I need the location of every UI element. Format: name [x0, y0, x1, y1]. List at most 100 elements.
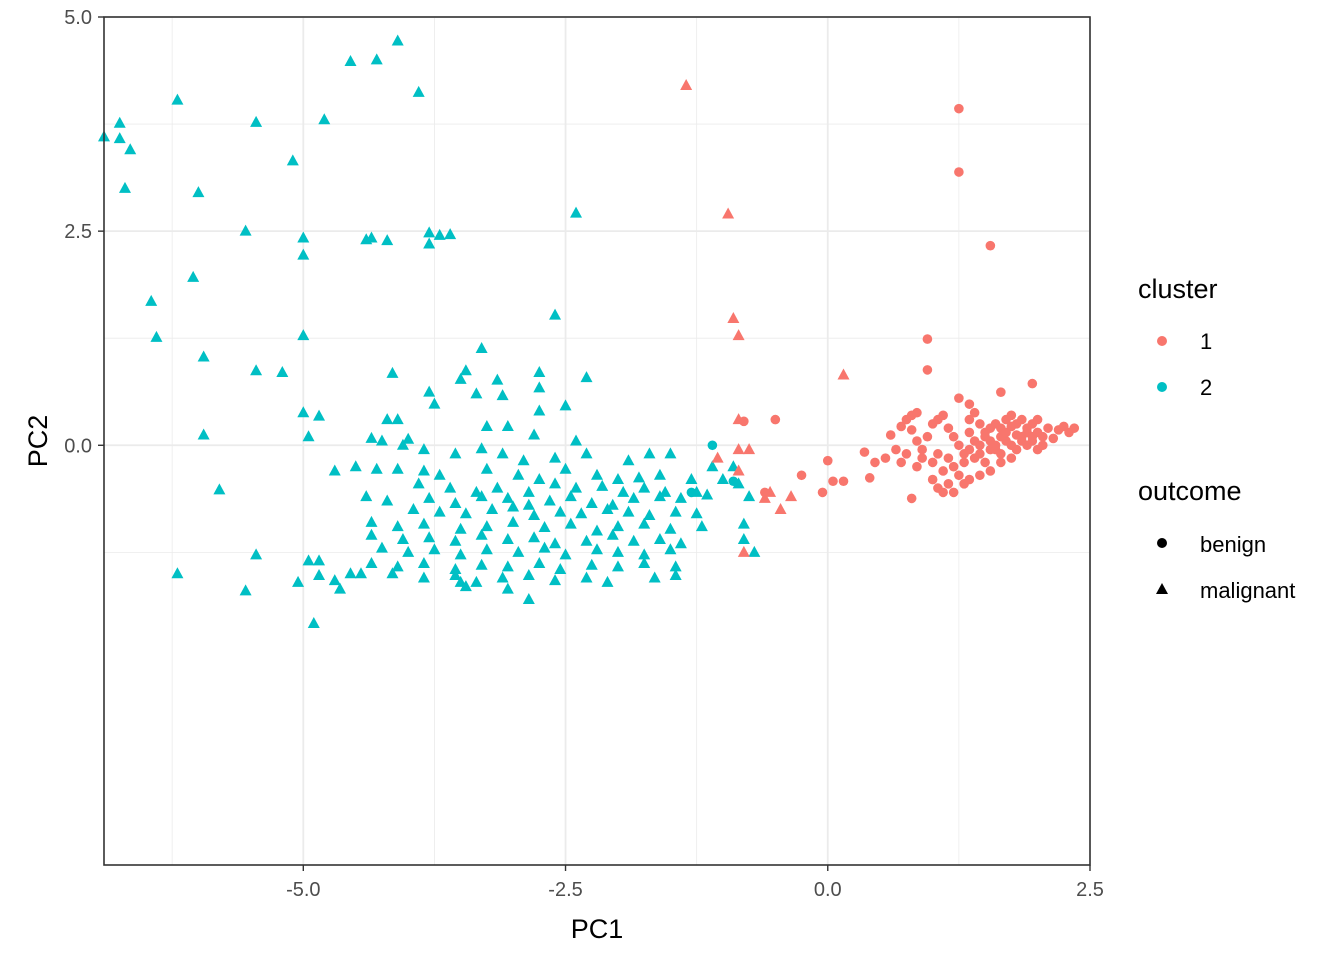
point-cluster-2-benign — [707, 440, 718, 451]
point-cluster-2-malignant — [391, 413, 404, 425]
point-cluster-2-malignant — [475, 528, 488, 540]
point-cluster-1-benign — [927, 457, 938, 468]
point-cluster-2-malignant — [706, 460, 719, 472]
point-cluster-1-benign — [996, 387, 1006, 397]
point-cluster-2-malignant — [365, 515, 378, 527]
point-cluster-2-malignant — [391, 560, 404, 572]
x-tick-label: -2.5 — [548, 879, 582, 901]
x-tick-label: -5.0 — [286, 879, 320, 901]
legend-cluster-1-label: 1 — [1200, 329, 1212, 354]
point-cluster-2-malignant — [554, 562, 567, 574]
point-cluster-2-malignant — [664, 447, 677, 459]
point-cluster-1-benign — [880, 453, 891, 463]
point-cluster-1-benign — [948, 461, 959, 472]
point-cluster-2-malignant — [433, 468, 446, 480]
point-cluster-2-malignant — [643, 509, 656, 521]
point-cluster-2-malignant — [276, 365, 289, 377]
legend-cluster-2-label: 2 — [1200, 375, 1212, 400]
point-cluster-2-malignant — [638, 517, 651, 529]
point-cluster-2-malignant — [396, 533, 409, 545]
point-cluster-1-benign — [996, 449, 1006, 459]
point-cluster-2-malignant — [192, 186, 205, 198]
point-cluster-2-malignant — [638, 481, 651, 493]
point-cluster-2-malignant — [653, 490, 666, 502]
point-cluster-2-malignant — [570, 481, 583, 493]
point-cluster-2-malignant — [533, 365, 546, 377]
point-cluster-1-benign — [959, 457, 969, 468]
y-tick-label: 0.0 — [64, 435, 92, 457]
point-cluster-1-benign — [938, 410, 948, 421]
point-cluster-1-malignant — [737, 545, 750, 557]
point-cluster-1-benign — [1006, 410, 1017, 421]
point-cluster-2-malignant — [575, 507, 588, 519]
point-cluster-2-malignant — [496, 389, 509, 401]
point-cluster-2-malignant — [150, 330, 163, 342]
point-cluster-1-benign — [964, 444, 975, 455]
point-cluster-2-malignant — [386, 366, 399, 378]
point-cluster-2-malignant — [459, 364, 472, 376]
point-cluster-1-benign — [975, 440, 985, 451]
point-cluster-2-malignant — [669, 568, 682, 580]
point-cluster-2-malignant — [549, 574, 562, 586]
point-cluster-2-malignant — [344, 567, 357, 579]
y-tick-label: 5.0 — [64, 7, 92, 29]
point-cluster-1-benign — [985, 240, 996, 251]
point-cluster-1-benign — [948, 487, 959, 498]
point-cluster-2-malignant — [428, 397, 441, 409]
point-cluster-2-malignant — [239, 224, 252, 236]
point-cluster-2-malignant — [611, 545, 624, 557]
point-cluster-2-malignant — [302, 554, 315, 566]
point-cluster-2-malignant — [454, 522, 467, 534]
point-cluster-2-malignant — [491, 373, 504, 385]
point-cluster-2-malignant — [685, 473, 698, 485]
point-cluster-1-benign — [943, 453, 954, 463]
point-cluster-2-malignant — [113, 132, 126, 144]
point-cluster-1-benign — [943, 479, 954, 489]
point-cluster-1-benign — [760, 487, 770, 498]
point-cluster-2-malignant — [695, 520, 708, 532]
point-cluster-2-malignant — [549, 477, 562, 489]
legend-cluster-1-marker — [1157, 336, 1167, 346]
point-cluster-1-benign — [1022, 423, 1032, 433]
point-cluster-1-benign — [912, 436, 922, 446]
point-cluster-1-benign — [996, 457, 1006, 468]
point-cluster-2-malignant — [365, 556, 378, 568]
point-cluster-1-benign — [828, 476, 838, 487]
point-cluster-2-malignant — [370, 462, 383, 474]
point-cluster-2-malignant — [570, 434, 583, 446]
point-cluster-1-benign — [1011, 444, 1022, 455]
point-cluster-2-malignant — [580, 571, 593, 583]
x-tick-label: 0.0 — [814, 879, 842, 901]
point-cluster-2-malignant — [522, 592, 535, 604]
point-cluster-2-malignant — [313, 409, 326, 421]
point-cluster-2-malignant — [197, 428, 210, 440]
point-cluster-1-benign — [964, 474, 975, 485]
point-cluster-2-malignant — [627, 534, 640, 546]
point-cluster-2-malignant — [480, 419, 493, 431]
point-cluster-2-malignant — [538, 521, 551, 533]
point-cluster-2-malignant — [433, 505, 446, 517]
point-cluster-2-malignant — [606, 498, 619, 510]
point-cluster-1-malignant — [774, 503, 787, 515]
point-cluster-2-malignant — [507, 515, 520, 527]
point-cluster-1-benign — [859, 447, 870, 457]
point-cluster-2-malignant — [549, 308, 562, 320]
point-cluster-1-benign — [1017, 431, 1027, 442]
point-cluster-2-malignant — [501, 419, 514, 431]
point-cluster-2-malignant — [664, 522, 677, 534]
point-cluster-2-malignant — [449, 447, 462, 459]
point-cluster-1-benign — [922, 334, 933, 344]
point-cluster-1-benign — [933, 449, 943, 459]
point-cluster-2-malignant — [381, 494, 394, 506]
point-cluster-2-malignant — [381, 234, 394, 246]
point-cluster-1-benign — [964, 427, 975, 438]
point-cluster-1-benign — [1048, 433, 1059, 444]
point-cluster-2-malignant — [580, 447, 593, 459]
point-cluster-2-malignant — [638, 556, 651, 568]
point-cluster-2-malignant — [737, 533, 750, 545]
point-cluster-2-malignant — [365, 231, 378, 243]
point-cluster-2-malignant — [313, 554, 326, 566]
point-cluster-2-malignant — [423, 237, 436, 249]
point-cluster-2-malignant — [449, 562, 462, 574]
legend-malignant-label: malignant — [1200, 578, 1295, 603]
